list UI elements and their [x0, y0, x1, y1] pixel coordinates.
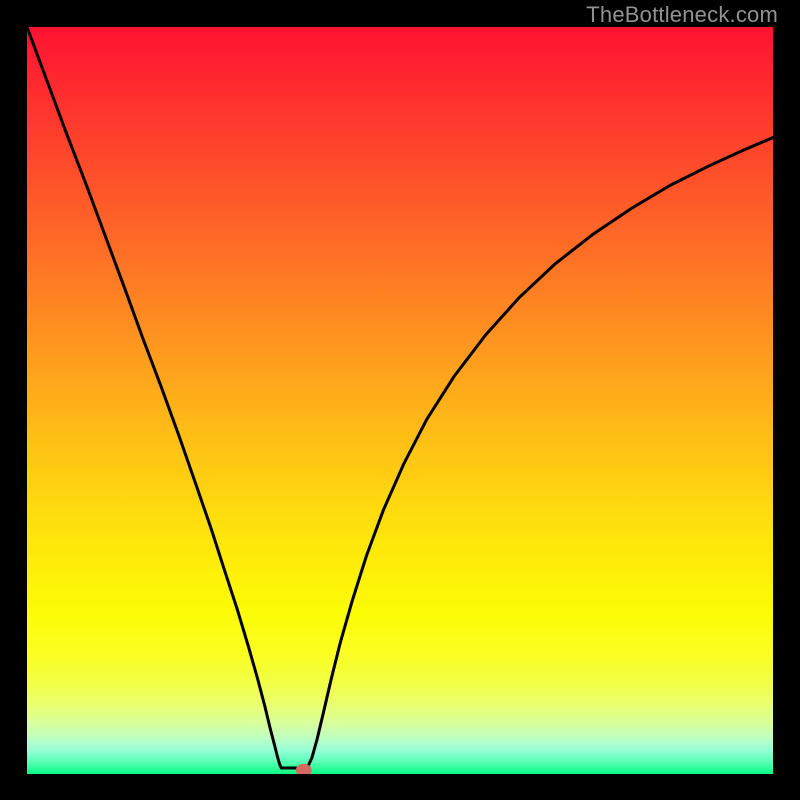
bottleneck-curve	[27, 27, 773, 768]
watermark-text: TheBottleneck.com	[586, 2, 778, 28]
chart-curve-layer	[27, 27, 773, 774]
chart-plot-area	[27, 27, 773, 774]
